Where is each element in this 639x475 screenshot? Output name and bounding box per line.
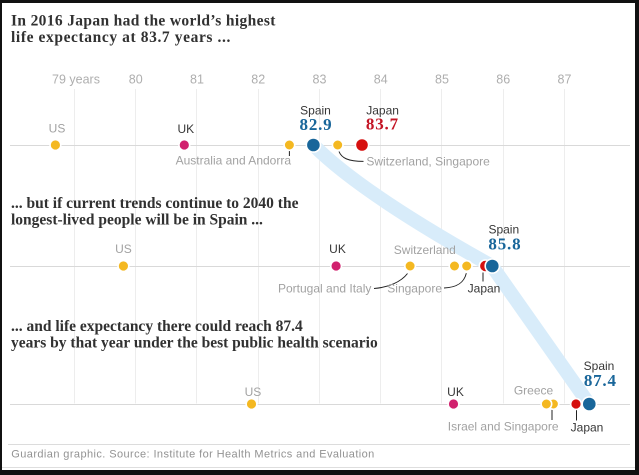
svg-text:Australia and Andorra: Australia and Andorra xyxy=(176,154,292,168)
svg-text:UK: UK xyxy=(177,122,194,136)
svg-text:Portugal and Italy: Portugal and Italy xyxy=(278,282,371,296)
svg-text:85: 85 xyxy=(435,73,449,87)
svg-text:Japan: Japan xyxy=(571,420,604,434)
svg-text:87.4: 87.4 xyxy=(584,371,617,390)
svg-text:... but if current trends cont: ... but if current trends continue to 20… xyxy=(11,195,299,212)
svg-text:Spain: Spain xyxy=(300,104,331,118)
svg-text:84: 84 xyxy=(374,73,388,87)
svg-text:life expectancy at 83.7 years: life expectancy at 83.7 years ... xyxy=(11,29,231,46)
svg-text:Japan: Japan xyxy=(366,104,399,118)
svg-text:83.7: 83.7 xyxy=(366,115,399,134)
svg-text:In 2016 Japan had the world’s: In 2016 Japan had the world’s highest xyxy=(11,13,276,30)
svg-text:82: 82 xyxy=(251,73,265,87)
svg-text:Spain: Spain xyxy=(488,222,519,236)
svg-text:US: US xyxy=(245,385,262,399)
svg-text:Israel and Singapore: Israel and Singapore xyxy=(448,420,559,434)
svg-text:Spain: Spain xyxy=(584,359,615,373)
svg-text:87: 87 xyxy=(558,73,572,87)
svg-text:Guardian graphic. Source: Inst: Guardian graphic. Source: Institute for … xyxy=(11,448,374,460)
svg-text:UK: UK xyxy=(447,385,464,399)
svg-text:82.9: 82.9 xyxy=(300,115,333,134)
svg-text:years by that year under the b: years by that year under the best public… xyxy=(11,335,378,352)
svg-text:80: 80 xyxy=(129,73,143,87)
svg-text:79 years: 79 years xyxy=(52,73,100,87)
svg-text:Switzerland, Singapore: Switzerland, Singapore xyxy=(366,155,490,169)
svg-text:Japan: Japan xyxy=(468,281,501,295)
svg-text:UK: UK xyxy=(329,242,346,256)
svg-text:US: US xyxy=(49,122,66,136)
svg-text:longest-lived people will be i: longest-lived people will be in Spain ..… xyxy=(11,212,263,229)
svg-text:US: US xyxy=(115,242,132,256)
svg-text:Greece: Greece xyxy=(514,384,554,398)
svg-text:85.8: 85.8 xyxy=(488,235,521,254)
svg-text:83: 83 xyxy=(313,73,327,87)
svg-text:Singapore: Singapore xyxy=(387,281,442,295)
svg-text:86: 86 xyxy=(496,73,510,87)
svg-text:81: 81 xyxy=(190,73,204,87)
svg-text:Switzerland: Switzerland xyxy=(394,243,456,257)
svg-text:... and life expectancy there: ... and life expectancy there could reac… xyxy=(11,318,303,335)
